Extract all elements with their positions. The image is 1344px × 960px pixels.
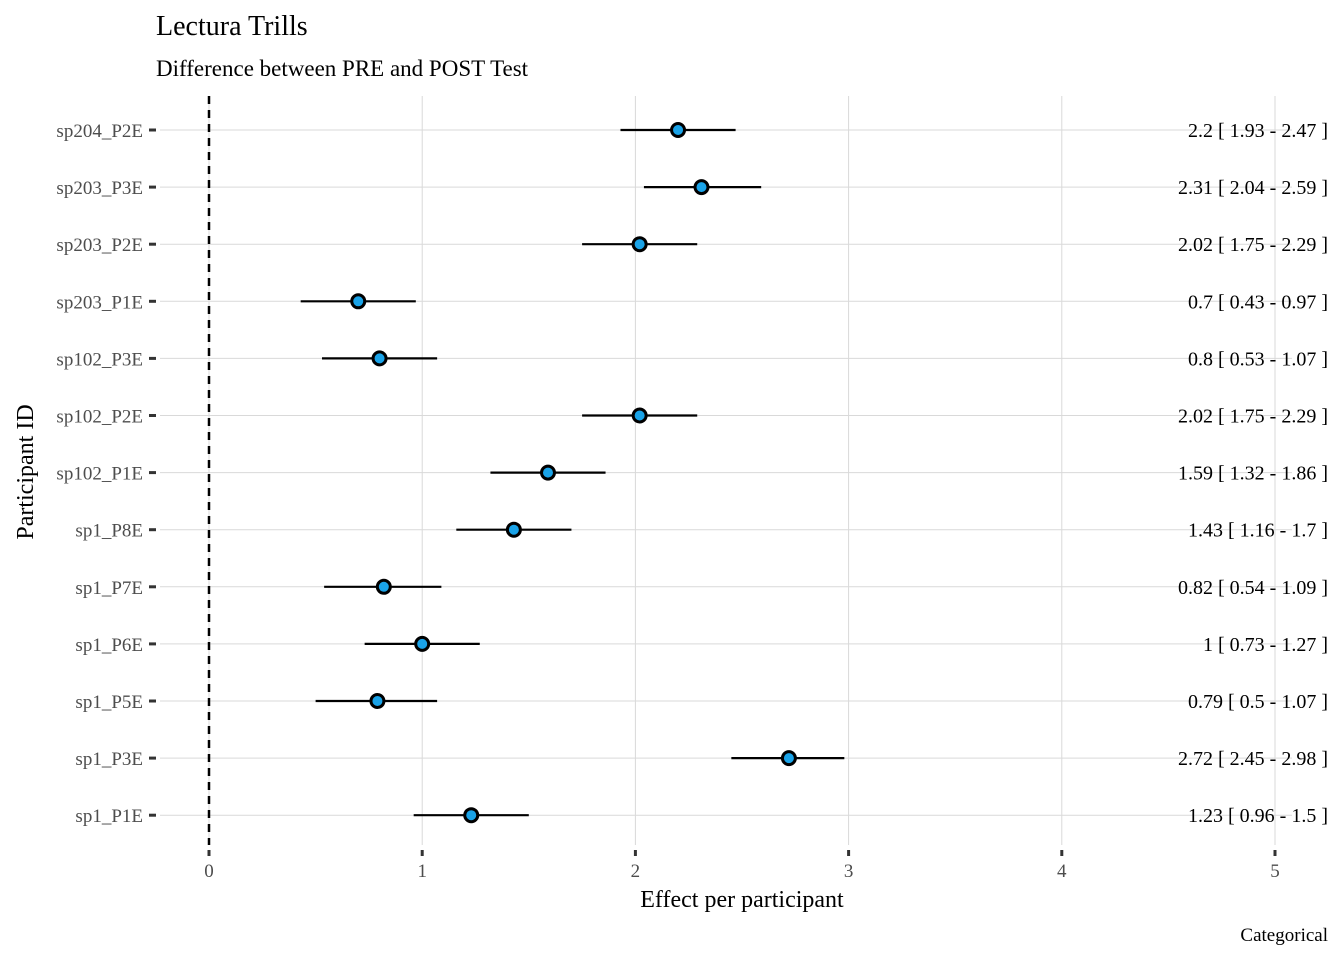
y-tick-label: sp1_P8E [75,521,143,542]
estimate-point [463,807,480,824]
estimate-point [414,635,431,652]
y-tick-label: sp203_P3E [56,178,143,199]
y-tick-label: sp102_P1E [56,464,143,485]
x-axis: 0 1 2 3 4 5 [204,850,1280,882]
estimate-point [369,693,386,709]
estimate-label: 0.7 [ 0.43 - 0.97 ] [1188,291,1328,313]
estimate-label: 0.82 [ 0.54 - 1.09 ] [1178,577,1328,599]
estimate-labels: 2.2 [ 1.93 - 2.47 ] 2.31 [ 2.04 - 2.59 ] 2… [1178,120,1328,827]
x-axis-label: Effect per participant [640,887,844,913]
y-tick-label: sp1_P7E [75,578,143,599]
x-tick-label: 5 [1270,861,1280,882]
y-tick-label: sp102_P3E [56,349,143,370]
estimate-point [780,750,797,767]
estimate-label: 0.8 [ 0.53 - 1.07 ] [1188,348,1328,370]
y-tick-label: sp204_P2E [56,121,143,142]
estimate-point [371,350,388,367]
x-tick-label: 3 [844,861,854,882]
y-tick-label: sp1_P3E [75,749,143,770]
x-tick-label: 4 [1057,861,1067,882]
estimate-point [631,407,648,424]
chart-caption: Categorical [1240,925,1328,946]
grid-lines [160,96,1292,845]
estimate-label: 1.59 [ 1.32 - 1.86 ] [1178,463,1328,485]
chart-subtitle: Difference between PRE and POST Test [156,56,529,81]
x-tick-label: 0 [204,861,214,882]
y-tick-label: sp203_P2E [56,235,143,256]
estimate-label: 1.23 [ 0.96 - 1.5 ] [1188,805,1328,827]
estimate-label: 0.79 [ 0.5 - 1.07 ] [1188,691,1328,713]
chart-title: Lectura Trills [156,11,308,42]
y-axis: sp204_P2E sp203_P3E sp203_P2E sp203_P1E sp10… [56,121,156,827]
y-tick-label: sp1_P5E [75,692,143,713]
y-tick-label: sp1_P6E [75,635,143,656]
y-tick-label: sp102_P2E [56,407,143,428]
estimate-point [539,464,556,481]
estimate-label: 2.72 [ 2.45 - 2.98 ] [1178,748,1328,770]
estimate-label: 2.02 [ 1.75 - 2.29 ] [1178,234,1328,256]
estimate-point [350,293,367,310]
y-tick-label: sp203_P1E [56,292,143,313]
y-axis-label: Participant ID [13,404,39,539]
x-tick-label: 1 [417,861,427,882]
estimate-point [631,236,648,253]
estimate-point [670,122,687,138]
estimate-label: 2.02 [ 1.75 - 2.29 ] [1178,406,1328,428]
estimate-point [375,578,392,595]
estimate-point [693,179,710,196]
estimate-point [505,521,522,538]
estimate-label: 2.2 [ 1.93 - 2.47 ] [1188,120,1328,142]
plot-marks [300,122,845,824]
estimate-label: 1.43 [ 1.16 - 1.7 ] [1188,520,1328,542]
estimate-label: 2.31 [ 2.04 - 2.59 ] [1178,177,1328,199]
estimate-label: 1 [ 0.73 - 1.27 ] [1203,634,1328,656]
x-tick-label: 2 [631,861,641,882]
y-tick-label: sp1_P1E [75,806,143,827]
